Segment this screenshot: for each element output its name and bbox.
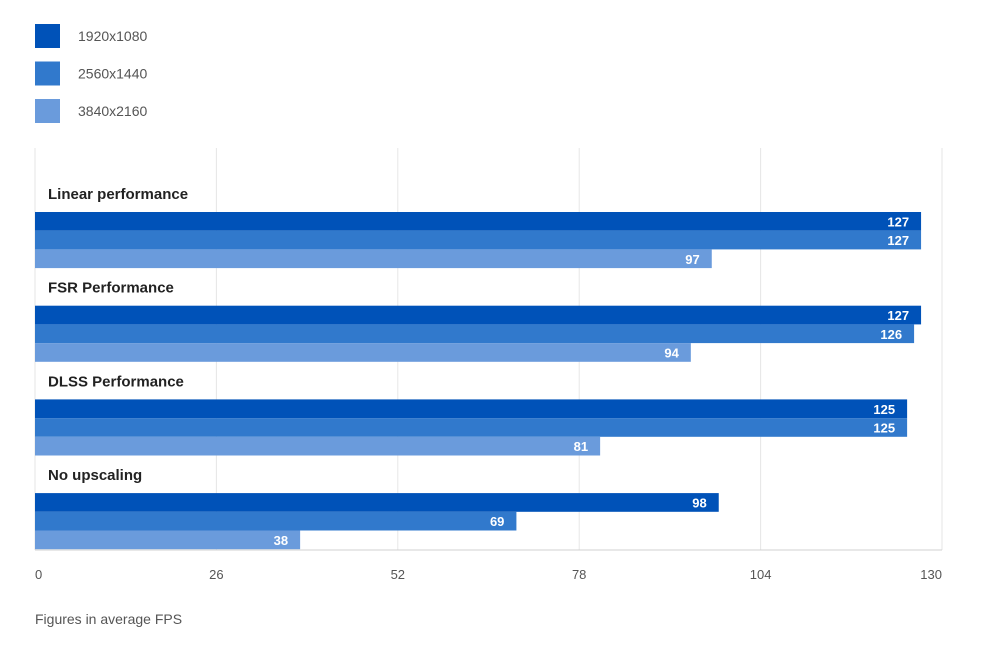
legend-swatch-2560x1440 <box>35 61 60 86</box>
bar <box>35 530 301 550</box>
bar <box>35 399 908 419</box>
bar-value-label: 126 <box>880 327 902 342</box>
x-tick-label: 0 <box>35 567 42 582</box>
category-label: Linear performance <box>48 186 188 203</box>
category-label: No upscaling <box>48 467 142 484</box>
x-tick-label: 130 <box>920 567 942 582</box>
category-label: DLSS Performance <box>48 373 184 390</box>
bar <box>35 436 601 456</box>
legend: 1920x1080 2560x1440 3840x2160 <box>35 24 148 123</box>
bar-value-label: 127 <box>887 214 909 229</box>
bar <box>35 324 915 344</box>
x-tick-label: 52 <box>391 567 405 582</box>
bar <box>35 511 517 531</box>
bar <box>35 418 908 437</box>
x-tick-label: 104 <box>750 567 772 582</box>
bar-value-label: 125 <box>873 420 895 435</box>
x-axis-ticks: 0 26 52 78 104 130 <box>35 567 942 582</box>
legend-label-2560x1440: 2560x1440 <box>78 66 148 82</box>
bar-value-label: 97 <box>685 252 699 267</box>
bar-value-label: 98 <box>692 495 706 510</box>
legend-swatch-1920x1080 <box>35 24 60 48</box>
bar-value-label: 69 <box>490 514 504 529</box>
bar <box>35 249 712 269</box>
category-labels: Linear performance FSR Performance DLSS Pe… <box>48 186 188 484</box>
category-label: FSR Performance <box>48 280 174 297</box>
legend-label-1920x1080: 1920x1080 <box>78 28 148 44</box>
footnote: Figures in average FPS <box>35 611 183 627</box>
bar-value-label: 127 <box>887 308 909 323</box>
bar <box>35 305 922 325</box>
bar <box>35 230 922 250</box>
legend-swatch-3840x2160 <box>35 99 60 123</box>
bar <box>35 212 922 231</box>
x-tick-label: 26 <box>209 567 223 582</box>
x-tick-label: 78 <box>572 567 586 582</box>
bar <box>35 493 719 512</box>
bar-value-label: 38 <box>274 533 288 548</box>
bar-value-label: 125 <box>873 402 895 417</box>
bar <box>35 343 691 362</box>
legend-label-3840x2160: 3840x2160 <box>78 103 148 119</box>
bar-value-label: 94 <box>664 345 679 360</box>
bar-value-label: 81 <box>574 439 588 454</box>
bar-value-label: 127 <box>887 233 909 248</box>
bars: 127 127 97 127 126 94 125 125 81 98 69 38 <box>35 212 922 550</box>
